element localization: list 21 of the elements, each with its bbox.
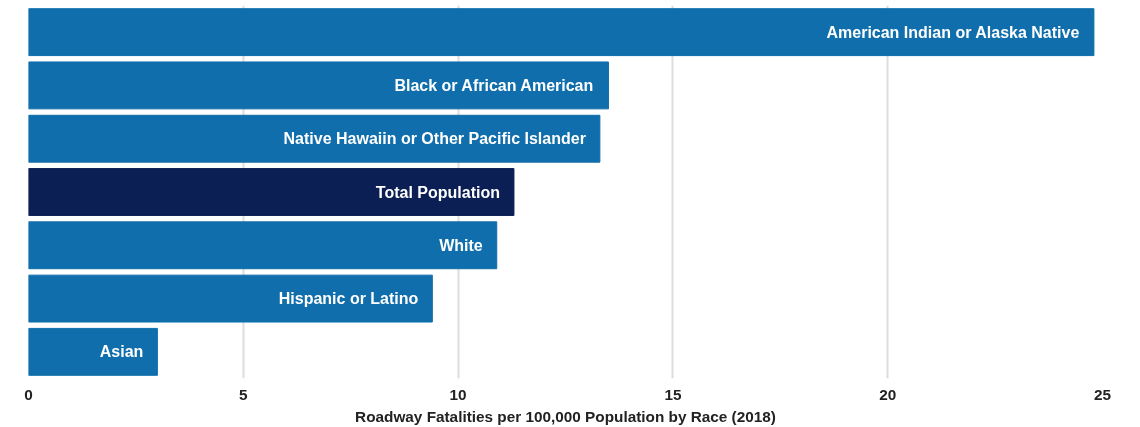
bar	[28, 221, 498, 270]
y-tick-label: Hispanic or Latino	[278, 290, 419, 308]
x-tick-label: 5	[239, 385, 249, 403]
y-tick-label: Total Population	[375, 183, 500, 201]
bar	[28, 274, 433, 323]
x-tick-label: 15	[664, 385, 682, 403]
x-tick-label: 25	[1093, 385, 1112, 403]
y-tick-label: White	[439, 236, 483, 254]
bar	[28, 8, 1095, 57]
x-tick-label: 10	[449, 385, 467, 403]
bar	[28, 168, 515, 216]
x-axis-title: Roadway Fatalities per 100,000 Population by Race (2018)	[355, 407, 776, 425]
y-tick-label: Asian	[99, 343, 144, 361]
y-tick-label: American Indian or Alaska Native	[826, 23, 1080, 41]
bar	[28, 327, 158, 376]
y-tick-label: Native Hawaiin or Other Pacific Islander	[283, 130, 586, 148]
y-tick-label: Black or African American	[394, 76, 594, 94]
x-tick-label: 20	[879, 385, 897, 403]
bar	[28, 61, 609, 110]
bar	[28, 114, 601, 163]
x-tick-label: 0	[24, 385, 33, 403]
